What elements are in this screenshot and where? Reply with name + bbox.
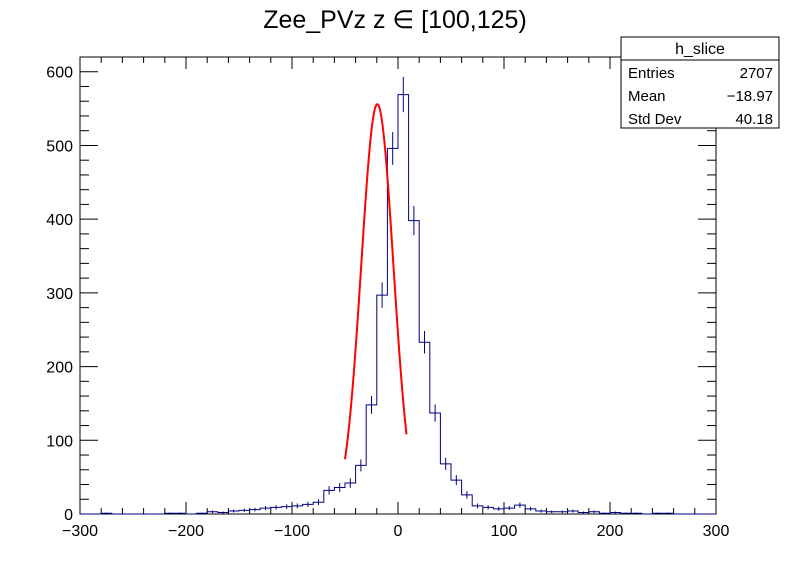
- histogram: [80, 94, 716, 515]
- y-tick-label: 0: [64, 507, 73, 524]
- y-tick-label: 300: [46, 286, 73, 303]
- gaussian-fit: [344, 103, 408, 460]
- histogram-outline: [80, 94, 716, 515]
- stats-mean-value: −18.97: [727, 88, 773, 105]
- fit-curve: [344, 103, 408, 460]
- stats-box-title: h_slice: [675, 41, 725, 58]
- x-tick-label: 200: [597, 523, 624, 540]
- stats-stddev-value: 40.18: [735, 111, 773, 128]
- y-tick-label: 500: [46, 138, 73, 155]
- stats-mean-label: Mean: [628, 88, 666, 105]
- y-tick-label: 400: [46, 212, 73, 229]
- x-axis-tick-labels: −300 −200 −100 0 100 200 300: [62, 523, 729, 540]
- y-tick-label: 200: [46, 360, 73, 377]
- y-tick-label: 600: [46, 65, 73, 82]
- y-axis-tick-labels: 0 100 200 300 400 500 600: [46, 65, 73, 524]
- x-tick-label: −100: [274, 523, 310, 540]
- stats-entries-label: Entries: [628, 65, 675, 82]
- x-tick-label: 300: [703, 523, 730, 540]
- x-tick-label: −300: [62, 523, 98, 540]
- stats-stddev-label: Std Dev: [628, 111, 682, 128]
- y-tick-label: 100: [46, 433, 73, 450]
- x-tick-label: 0: [394, 523, 403, 540]
- x-tick-label: 100: [491, 523, 518, 540]
- x-tick-label: −200: [168, 523, 204, 540]
- stats-entries-value: 2707: [740, 65, 773, 82]
- error-bars: [106, 77, 669, 514]
- chart-title: Zee_PVz z ∈ [100,125): [263, 6, 527, 34]
- stats-box-frame: [620, 36, 780, 129]
- stats-box: h_slice Entries 2707 Mean −18.97 Std Dev…: [620, 36, 780, 129]
